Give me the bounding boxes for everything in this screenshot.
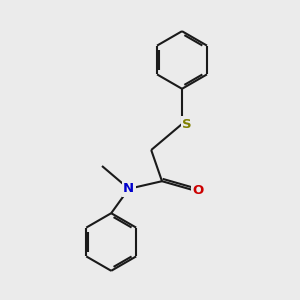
Text: N: N: [123, 182, 134, 195]
Text: O: O: [192, 184, 203, 196]
Text: S: S: [182, 118, 192, 130]
